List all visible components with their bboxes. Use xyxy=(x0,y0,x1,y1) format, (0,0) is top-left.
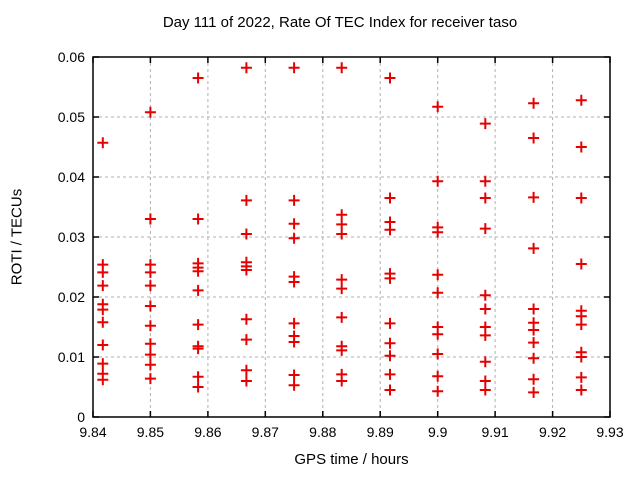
x-tick-label: 9.86 xyxy=(194,424,221,440)
y-tick-label: 0.06 xyxy=(58,49,85,65)
y-tick-label: 0.02 xyxy=(58,289,85,305)
x-tick-label: 9.84 xyxy=(79,424,106,440)
data-points xyxy=(97,62,587,398)
x-tick-label: 9.88 xyxy=(309,424,336,440)
x-tick-label: 9.87 xyxy=(252,424,279,440)
y-tick-label: 0.03 xyxy=(58,229,85,245)
y-tick-label: 0.04 xyxy=(58,169,85,185)
x-tick-label: 9.91 xyxy=(481,424,508,440)
chart-title: Day 111 of 2022, Rate Of TEC Index for r… xyxy=(162,14,518,31)
tick-marks xyxy=(92,56,611,418)
axis-tick-labels: 9.84 9.85 9.86 9.87 9.88 9.89 9.9 9.91 9.92 9.93 0… xyxy=(58,49,624,440)
x-tick-label: 9.9 xyxy=(428,424,448,440)
grid-lines xyxy=(93,57,610,417)
x-tick-label: 9.85 xyxy=(137,424,164,440)
x-axis-title: GPS time / hours xyxy=(294,451,409,468)
x-tick-label: 9.89 xyxy=(367,424,394,440)
y-tick-label: 0.01 xyxy=(58,349,85,365)
x-tick-label: 9.92 xyxy=(539,424,566,440)
x-tick-label: 9.93 xyxy=(596,424,623,440)
y-tick-label: 0.05 xyxy=(58,109,85,125)
y-tick-label: 0 xyxy=(77,409,85,425)
